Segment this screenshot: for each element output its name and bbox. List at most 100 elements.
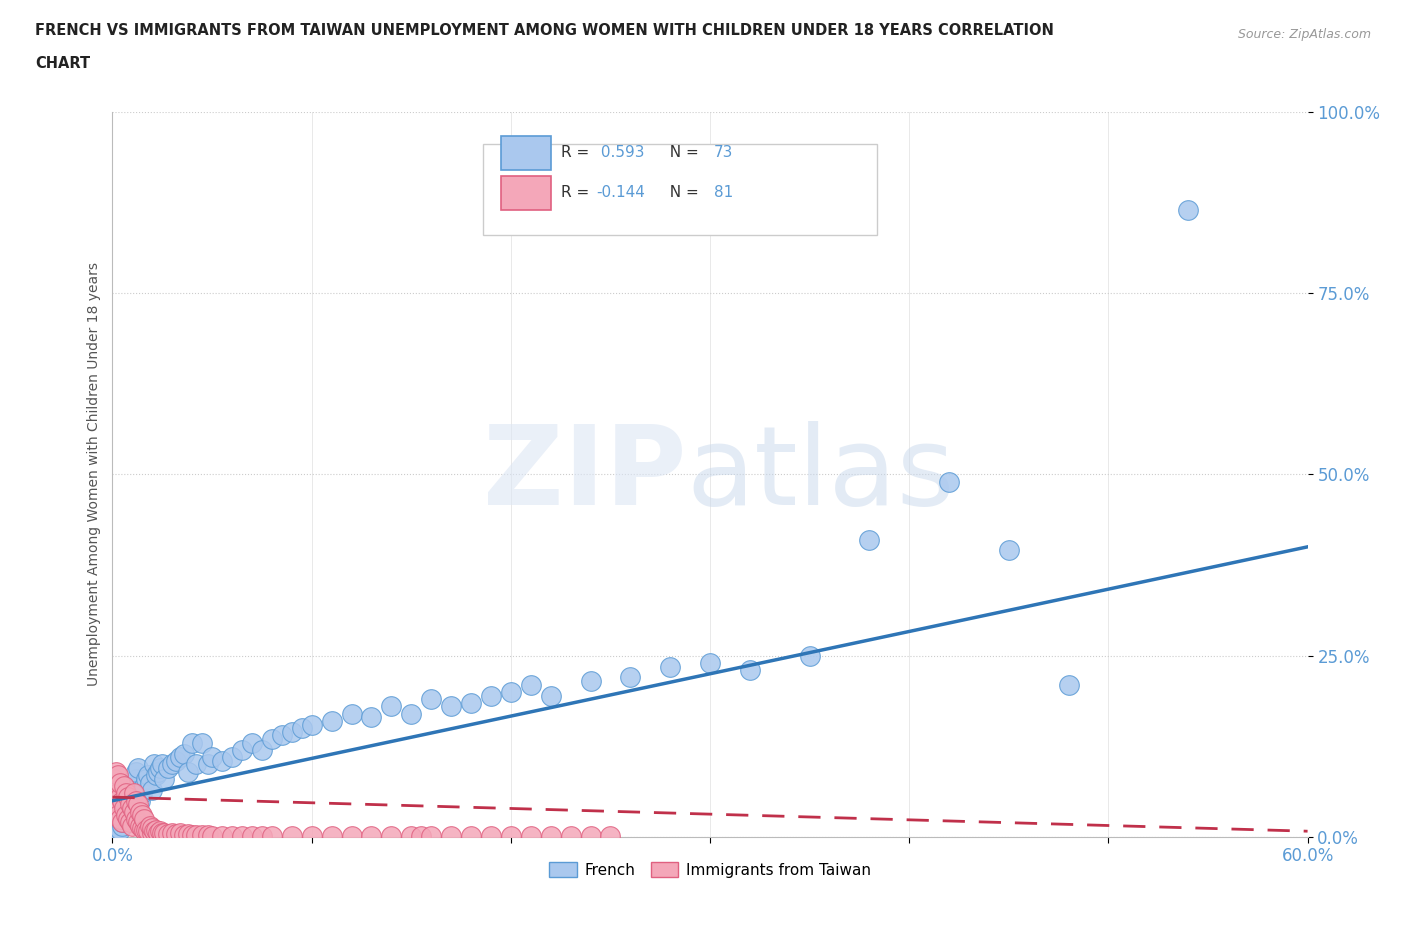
Point — [111, 818, 134, 833]
Y-axis label: Unemployment Among Women with Children Under 18 years: Unemployment Among Women with Children U… — [87, 262, 101, 686]
Point — [250, 742, 273, 757]
Point — [301, 717, 323, 732]
Point — [177, 764, 200, 779]
Point — [131, 808, 153, 823]
Point — [139, 818, 162, 833]
Text: R =: R = — [561, 145, 593, 161]
Point — [153, 772, 176, 787]
Point — [181, 736, 204, 751]
Point — [211, 828, 233, 843]
Point — [201, 750, 224, 764]
Point — [127, 797, 149, 812]
FancyBboxPatch shape — [501, 176, 551, 209]
Text: -0.144: -0.144 — [596, 185, 645, 200]
Point — [121, 793, 143, 808]
Point — [659, 659, 682, 674]
Point — [107, 808, 129, 823]
Point — [115, 808, 138, 823]
Point — [129, 818, 152, 833]
Point — [114, 778, 135, 793]
Point — [141, 782, 163, 797]
Point — [169, 750, 191, 764]
Text: Source: ZipAtlas.com: Source: ZipAtlas.com — [1237, 28, 1371, 41]
Point — [231, 828, 253, 843]
Point — [120, 797, 142, 812]
Point — [380, 699, 402, 714]
Point — [121, 786, 143, 801]
Point — [129, 804, 152, 819]
Point — [120, 797, 142, 812]
Point — [240, 828, 263, 843]
Point — [111, 815, 134, 830]
Legend: French, Immigrants from Taiwan: French, Immigrants from Taiwan — [543, 856, 877, 884]
Text: N =: N = — [659, 145, 703, 161]
Point — [134, 778, 156, 793]
Point — [340, 829, 363, 844]
Text: CHART: CHART — [35, 56, 90, 71]
Point — [799, 648, 821, 663]
Point — [138, 768, 160, 783]
Text: atlas: atlas — [686, 420, 955, 528]
Point — [191, 828, 214, 843]
Point — [520, 829, 543, 844]
Point — [145, 768, 167, 783]
Point — [938, 474, 960, 489]
Point — [105, 764, 128, 779]
Point — [579, 829, 602, 844]
Point — [141, 825, 163, 840]
Point — [186, 828, 208, 843]
Point — [321, 829, 343, 844]
Point — [162, 826, 183, 841]
Point — [186, 757, 208, 772]
Point — [321, 713, 343, 728]
Point — [125, 811, 148, 827]
Point — [105, 801, 128, 816]
Point — [143, 757, 166, 772]
Point — [380, 829, 402, 844]
Point — [197, 757, 219, 772]
Point — [135, 772, 157, 787]
Point — [110, 776, 132, 790]
Point — [125, 772, 148, 787]
Point — [360, 710, 382, 724]
Point — [240, 736, 263, 751]
Point — [117, 804, 139, 819]
Point — [115, 786, 138, 801]
Point — [129, 793, 152, 808]
Point — [1057, 677, 1080, 692]
Point — [401, 706, 423, 721]
Point — [401, 829, 423, 844]
Text: 73: 73 — [714, 145, 733, 161]
Text: N =: N = — [659, 185, 703, 200]
Text: ZIP: ZIP — [482, 420, 686, 528]
Point — [260, 829, 283, 844]
Point — [148, 764, 170, 779]
Point — [211, 753, 233, 768]
Point — [699, 656, 721, 671]
Point — [131, 786, 153, 801]
Point — [169, 826, 191, 841]
FancyBboxPatch shape — [501, 137, 551, 169]
Point — [103, 793, 125, 808]
Point — [197, 828, 219, 843]
Point — [134, 822, 156, 837]
FancyBboxPatch shape — [484, 144, 877, 235]
Point — [499, 684, 522, 699]
Point — [121, 801, 143, 816]
Point — [420, 829, 443, 844]
Point — [148, 826, 170, 841]
Point — [479, 688, 502, 703]
Point — [157, 761, 180, 776]
Point — [131, 821, 153, 836]
Point — [117, 811, 139, 827]
Point — [153, 825, 176, 840]
Point — [340, 706, 363, 721]
Point — [998, 543, 1021, 558]
Point — [440, 699, 463, 714]
Point — [127, 815, 149, 830]
Point — [440, 829, 463, 844]
Point — [110, 790, 132, 804]
Point — [117, 801, 139, 816]
Point — [125, 764, 148, 779]
Point — [291, 721, 314, 736]
